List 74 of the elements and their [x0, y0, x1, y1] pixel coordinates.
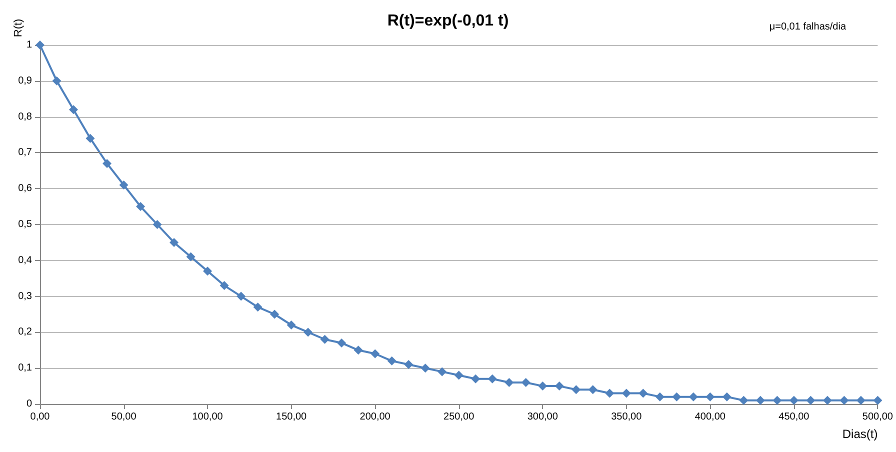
point: [471, 374, 480, 384]
point: [806, 396, 816, 405]
point: [337, 338, 346, 348]
x-tick-label: 0,00: [30, 412, 50, 422]
point: [605, 388, 614, 398]
point: [572, 385, 581, 394]
point: [488, 374, 497, 384]
x-tick-label: 450,00: [778, 412, 810, 422]
x-tick-label: 100,00: [192, 412, 224, 422]
x-axis-title: Dias(t): [842, 427, 878, 441]
point: [789, 396, 798, 405]
point: [354, 346, 363, 355]
point: [236, 292, 246, 301]
point: [136, 202, 146, 212]
point: [840, 396, 849, 405]
point: [856, 396, 866, 405]
x-tick-label: 50,00: [111, 412, 137, 422]
point: [286, 320, 296, 330]
point: [387, 356, 396, 366]
x-tick-label: 300,00: [527, 412, 558, 422]
point: [622, 388, 631, 398]
x-tick-label: 400,00: [694, 412, 726, 422]
point: [253, 302, 262, 312]
y-tick-label: 0: [26, 398, 32, 410]
x-tick-label: 200,00: [360, 412, 391, 422]
y-tick-label: 0,3: [18, 290, 32, 302]
point: [772, 396, 782, 405]
point: [655, 392, 664, 402]
point: [521, 378, 530, 387]
point: [822, 396, 832, 405]
point: [722, 392, 732, 402]
y-tick-label: 0,7: [18, 147, 32, 158]
y-tick-label: 0,1: [18, 362, 32, 374]
y-tick-label: 1: [26, 40, 32, 50]
point: [320, 334, 330, 344]
point: [152, 220, 162, 229]
point: [186, 252, 196, 262]
text: μ=0,01 falhas/dia: [769, 22, 846, 32]
y-tick-label: 0,5: [18, 219, 32, 230]
point: [672, 392, 682, 402]
point: [86, 134, 95, 143]
point: [270, 310, 280, 319]
chart-title: R(t)=exp(-0,01 t): [387, 12, 509, 30]
y-tick-label: 0,8: [18, 111, 32, 122]
point: [52, 76, 62, 86]
y-tick-label: 0,4: [18, 254, 32, 266]
y-tick-label: 0,9: [18, 75, 32, 86]
point: [504, 378, 514, 387]
point: [454, 370, 464, 380]
point: [220, 281, 229, 290]
x-tick-label: 350,00: [611, 412, 642, 422]
point: [370, 349, 380, 358]
point: [420, 364, 430, 373]
point: [102, 158, 112, 168]
point: [756, 396, 765, 405]
point: [203, 266, 212, 276]
point: [119, 180, 128, 190]
x-tick-label: 250,00: [444, 412, 475, 422]
point: [170, 238, 179, 247]
y-axis-title: R(t): [12, 18, 24, 38]
y-tick-label: 0,6: [18, 183, 32, 194]
x-tick-label: 150,00: [276, 412, 308, 422]
point: [706, 392, 715, 402]
point: [638, 388, 648, 398]
point: [588, 385, 598, 394]
point: [404, 360, 414, 370]
point: [438, 367, 447, 376]
point: [739, 396, 748, 405]
x-tick-label: 500,00: [862, 412, 894, 422]
y-tick-label: 0,2: [18, 326, 32, 338]
point: [69, 105, 78, 114]
point: [688, 392, 698, 402]
point: [304, 328, 313, 337]
point: [873, 396, 882, 405]
